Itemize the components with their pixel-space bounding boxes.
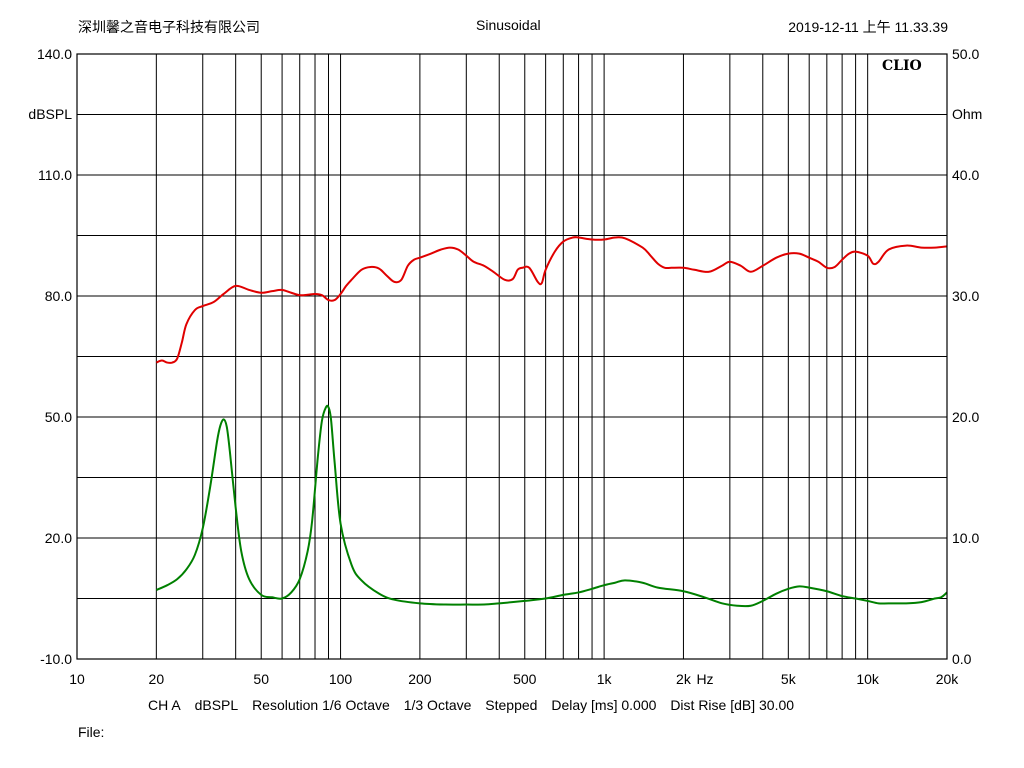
y-left-tick-label: -10.0 [40,651,72,667]
y-left-tick-label: 110.0 [38,167,72,183]
smoothing-label: 1/3 Octave [403,697,472,713]
timestamp: 2019-12-11 上午 11.33.39 [788,19,948,35]
y-left-tick-label: 140.0 [37,46,72,62]
x-tick-label: 5k [781,671,797,687]
x-tick-label: 20k [936,671,960,687]
stepping-label: Stepped [485,697,538,713]
brand-label: CLIO [882,58,922,74]
y-right-tick-label: 20.0 [952,409,979,425]
measurement-settings: CH A dBSPL Resolution 1/6 Octave 1/3 Oct… [148,697,804,713]
x-tick-label: 20 [149,671,165,687]
measurement-mode: Sinusoidal [476,17,541,33]
x-unit-label: Hz [696,671,713,687]
dist-rise-label: Dist Rise [dB] 30.00 [670,697,795,713]
x-tick-label: 500 [513,671,537,687]
resolution-label: Resolution 1/6 Octave [252,697,390,713]
x-tick-label: 100 [329,671,353,687]
y-left-tick-label: 50.0 [45,409,72,425]
x-tick-label: 1k [597,671,613,687]
y-left-tick-label: 80.0 [45,288,72,304]
x-tick-label: 10 [69,671,85,687]
plot-frame [76,53,948,660]
y-right-tick-label: 50.0 [952,46,979,62]
x-tick-label: 50 [253,671,269,687]
x-tick-label: 10k [856,671,880,687]
x-tick-label: 200 [408,671,432,687]
delay-label: Delay [ms] 0.000 [551,697,657,713]
y-left-tick-label: 20.0 [45,530,72,546]
y-right-tick-label: 30.0 [952,288,979,304]
grid [77,54,947,659]
impedance-curve [155,404,948,608]
x-tick-label: 2k [676,671,692,687]
unit-label: dBSPL [194,697,239,713]
file-label: File: [78,724,105,740]
y-right-tick-label: 0.0 [952,651,972,667]
series-layer [155,236,948,608]
y-right-tick-label: 10.0 [952,530,979,546]
y-left-unit-label: dBSPL [28,106,72,122]
axis-labels: 10 20 50 100 200 500 1k 2k 5k 10k 20k Hz 140.0 110.0 8… [28,46,982,687]
y-right-unit-label: Ohm [952,106,982,122]
company-name: 深圳馨之音电子科技有限公司 [78,19,260,35]
y-right-tick-label: 40.0 [952,167,979,183]
spl-curve [155,236,948,364]
channel-label: CH A [148,697,181,713]
